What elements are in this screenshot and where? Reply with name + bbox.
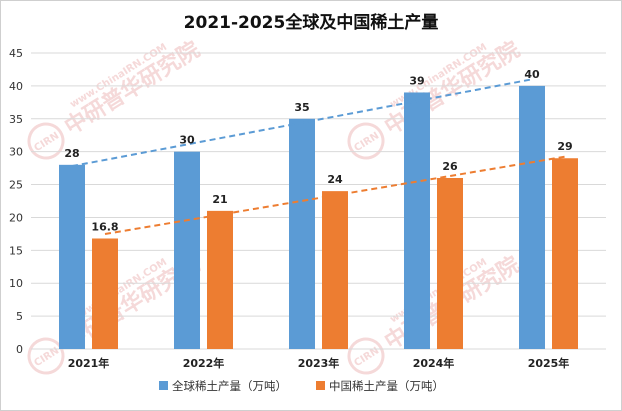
- y-tick-label: 0: [16, 343, 23, 356]
- bar-global: [174, 151, 200, 349]
- watermark-cn-text: 中研普华研究院: [60, 36, 204, 140]
- bar-global: [289, 118, 315, 350]
- bar-china: [437, 177, 463, 349]
- watermark-logo-circle: [27, 122, 65, 160]
- y-tick-label: 35: [9, 113, 23, 126]
- watermark-logo-text: CIRN: [352, 130, 381, 154]
- legend-label: 中国稀土产量（万吨）: [329, 379, 444, 393]
- data-label: 21: [212, 193, 227, 206]
- legend-label: 全球稀土产量（万吨）: [172, 379, 287, 393]
- x-tick-label: 2024年: [413, 356, 455, 370]
- data-label: 30: [179, 134, 195, 147]
- bar-global: [404, 92, 430, 349]
- x-tick-label: 2023年: [298, 356, 340, 370]
- watermark-logo-text: CIRN: [32, 130, 61, 154]
- bar-global: [59, 164, 85, 349]
- watermark-logo-circle: [347, 122, 385, 160]
- bar-global: [519, 85, 545, 349]
- legend-swatch: [159, 381, 168, 390]
- data-label: 16.8: [91, 220, 118, 233]
- data-label: 35: [294, 101, 309, 114]
- x-tick-label: 2022年: [183, 356, 225, 370]
- data-label: 28: [64, 147, 79, 160]
- label-layer: 28 16.8 2021年 30 21 2022年 35 24 2023年 39 26 2024年 40…: [64, 68, 572, 370]
- bar-china: [322, 191, 348, 349]
- trendline-global: [71, 78, 533, 168]
- y-tick-label: 10: [9, 277, 23, 290]
- data-label: 39: [409, 74, 424, 87]
- bar-layer: [59, 85, 578, 350]
- legend-swatch: [316, 381, 325, 390]
- y-tick-label: 45: [9, 47, 23, 60]
- y-tick-label: 40: [9, 80, 23, 93]
- watermark-logo-circle: [347, 337, 385, 375]
- data-label: 24: [327, 173, 343, 186]
- trendline-layer: [71, 78, 566, 236]
- bar-china: [92, 238, 118, 349]
- y-tick-label: 30: [9, 146, 23, 159]
- chart-title: 2021-2025全球及中国稀土产量: [184, 12, 439, 33]
- watermark-cn-text: 中研普华研究院: [380, 36, 524, 140]
- y-tick-label: 20: [9, 211, 23, 224]
- legend: 全球稀土产量（万吨） 中国稀土产量（万吨）: [159, 379, 444, 393]
- y-tick-label: 5: [16, 310, 23, 323]
- x-tick-label: 2021年: [68, 356, 110, 370]
- bar-china: [552, 158, 578, 349]
- data-label: 26: [442, 160, 458, 173]
- y-tick-label: 15: [9, 244, 23, 257]
- grid-layer: 0 5 10 15 20 25 30 35 40 45: [9, 47, 606, 356]
- trendline-china: [104, 155, 566, 236]
- bar-china: [207, 210, 233, 349]
- y-tick-label: 25: [9, 179, 23, 192]
- x-tick-label: 2025年: [528, 356, 570, 370]
- data-label: 40: [524, 68, 540, 81]
- data-label: 29: [557, 140, 572, 153]
